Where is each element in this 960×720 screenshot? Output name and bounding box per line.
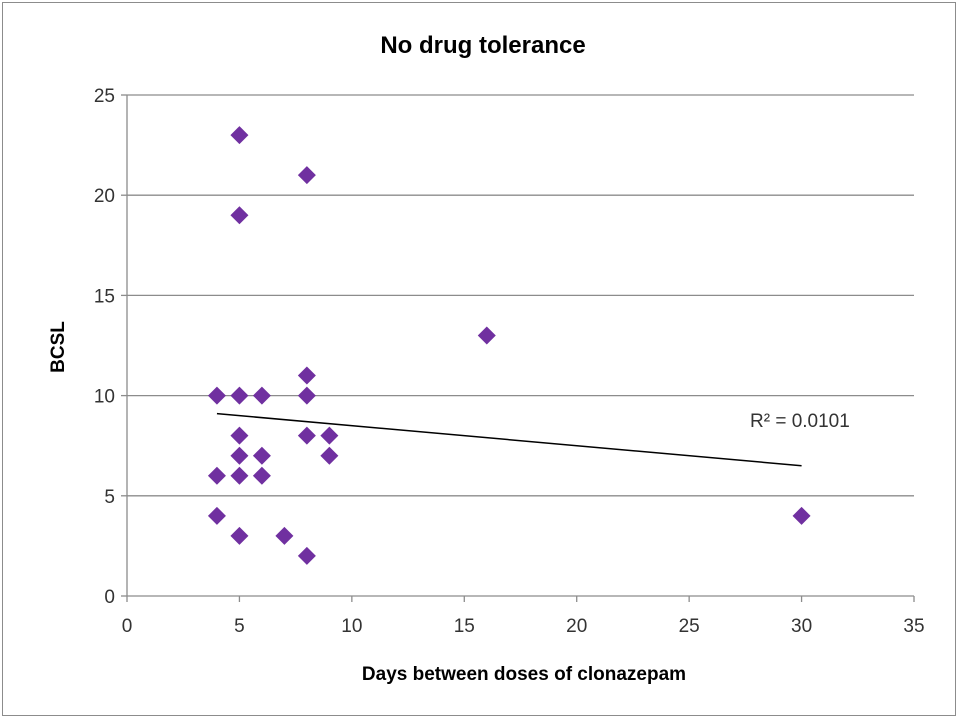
data-point (297, 366, 316, 385)
data-points-layer (207, 126, 811, 565)
y-tick-label: 5 (104, 487, 115, 508)
chart-title: No drug tolerance (380, 32, 585, 59)
r-squared-label: R² = 0.0101 (750, 411, 850, 432)
x-tick-label: 10 (341, 616, 362, 637)
data-point (792, 506, 811, 525)
data-point (207, 386, 226, 405)
data-point (252, 446, 271, 465)
data-point (252, 386, 271, 405)
x-tick-label: 0 (122, 616, 133, 637)
x-tick-label: 30 (791, 616, 812, 637)
data-point (297, 166, 316, 185)
x-tick-label: 15 (454, 616, 475, 637)
axes-layer (121, 94, 915, 602)
data-point (320, 426, 339, 445)
y-tick-label: 25 (94, 86, 115, 107)
data-point (477, 326, 496, 345)
x-tick-label: 5 (234, 616, 245, 637)
data-point (207, 506, 226, 525)
trendline-layer (216, 412, 802, 467)
data-point (230, 446, 249, 465)
scatter-chart: 0 5 10 15 20 25 0 5 10 15 20 25 30 35 No drug toleran… (48, 32, 925, 685)
y-tick-label: 0 (104, 587, 115, 608)
data-point (320, 446, 339, 465)
data-point (230, 386, 249, 405)
data-point (230, 426, 249, 445)
y-axis-label: BCSL (48, 321, 69, 373)
data-point (207, 466, 226, 485)
x-tick-label: 25 (679, 616, 700, 637)
data-point (297, 386, 316, 405)
labels-layer: 0 5 10 15 20 25 0 5 10 15 20 25 30 35 (94, 86, 925, 637)
data-point (230, 206, 249, 225)
data-point (230, 466, 249, 485)
data-point (297, 426, 316, 445)
x-axis-label: Days between doses of clonazepam (362, 664, 686, 685)
data-point (275, 526, 294, 545)
x-tick-label: 20 (566, 616, 587, 637)
x-tick-label: 35 (903, 616, 924, 637)
y-tick-label: 15 (94, 286, 115, 307)
data-point (252, 466, 271, 485)
y-tick-label: 10 (94, 387, 115, 408)
data-point (230, 526, 249, 545)
data-point (297, 546, 316, 565)
linear-trendline (216, 412, 802, 467)
data-point (230, 126, 249, 145)
y-tick-label: 20 (94, 186, 115, 207)
